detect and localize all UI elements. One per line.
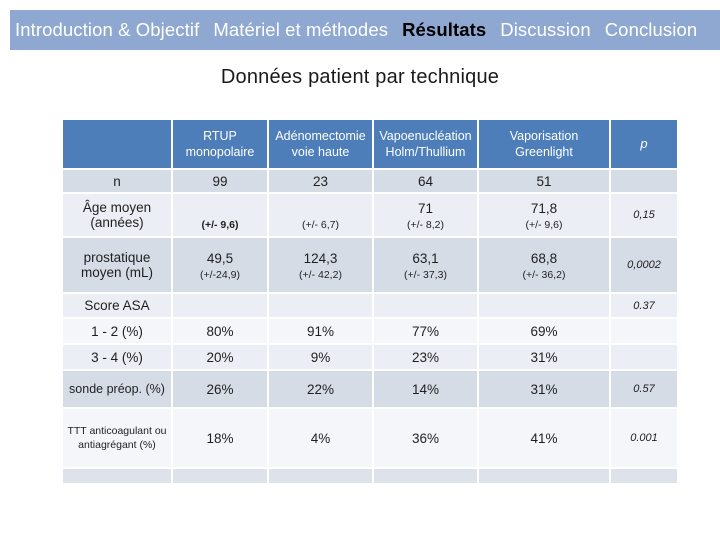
cell-value: 69%	[479, 319, 609, 343]
row-label: sonde préop. (%)	[63, 371, 171, 407]
slide-title: Données patient par technique	[220, 66, 500, 88]
row-label: 3 - 4 (%)	[63, 345, 171, 369]
cell-value: 23%	[374, 345, 477, 369]
table-row-volume-prostatique: prostatique moyen (mL) 49,5 (+/-24,9) 12…	[63, 238, 677, 292]
cell-value: 9%	[269, 345, 372, 369]
cell-value: 49,5 (+/-24,9)	[173, 238, 267, 292]
table-row-n: n 99 23 64 51	[63, 170, 677, 192]
table-row-ttt-anticoagulant: TTT anticoagulant ou antiagrégant (%) 18…	[63, 409, 677, 467]
row-label: 1 - 2 (%)	[63, 319, 171, 343]
row-label: Score ASA	[63, 294, 171, 317]
empty-cell	[374, 469, 477, 483]
cell-value: 23	[269, 170, 372, 192]
header-p-value: p	[611, 120, 677, 168]
cell-sd: (+/- 9,6)	[525, 218, 563, 231]
header-empty	[63, 120, 171, 168]
cell-mean: 124,3	[303, 250, 338, 266]
cell-p-value: 0.57	[611, 371, 677, 407]
cell-value: 36%	[374, 409, 477, 467]
header-rtup-monopolaire: RTUP monopolaire	[173, 120, 267, 168]
cell-value: 41%	[479, 409, 609, 467]
header-vaporisation-greenlight: Vaporisation Greenlight	[479, 120, 609, 168]
table-empty-row	[63, 469, 677, 483]
cell-sd: (+/- 37,3)	[404, 268, 447, 281]
nav-item-discussion[interactable]: Discussion	[500, 19, 591, 40]
cell-value: 71,8 (+/- 9,6)	[479, 194, 609, 236]
cell-sd: (+/- 9,6)	[201, 218, 239, 231]
row-label: n	[63, 170, 171, 192]
cell-value: 99	[173, 170, 267, 192]
cell-value: 68,8 (+/- 36,2)	[479, 238, 609, 292]
cell-sd: (+/- 36,2)	[522, 268, 566, 281]
empty-cell	[173, 469, 267, 483]
table-row-score-asa: Score ASA 0.37	[63, 294, 677, 317]
header-adenomectomie: Adénomectomie voie haute	[269, 120, 372, 168]
row-label: TTT anticoagulant ou antiagrégant (%)	[63, 409, 171, 467]
cell-p-value	[611, 170, 677, 192]
cell-p-value	[611, 319, 677, 343]
cell-value: 63,1 (+/- 37,3)	[374, 238, 477, 292]
table-row-asa-3-4: 3 - 4 (%) 20% 9% 23% 31%	[63, 345, 677, 369]
empty-cell	[269, 469, 372, 483]
cell-value: 18%	[173, 409, 267, 467]
table-row-asa-1-2: 1 - 2 (%) 80% 91% 77% 69%	[63, 319, 677, 343]
cell-mean: 68,8	[530, 250, 558, 266]
cell-mean: 63,1	[412, 250, 439, 266]
row-label: Âge moyen (années)	[63, 194, 171, 236]
cell-p-value: 0.37	[611, 294, 677, 317]
cell-sd: (+/- 8,2)	[406, 218, 445, 231]
cell-value	[374, 294, 477, 317]
cell-value: 51	[479, 170, 609, 192]
cell-mean: 71,8	[530, 200, 558, 216]
cell-value: 77%	[374, 319, 477, 343]
cell-value: 91%	[269, 319, 372, 343]
cell-value	[173, 294, 267, 317]
empty-cell	[63, 469, 171, 483]
cell-value: 31%	[479, 371, 609, 407]
cell-value: 31%	[479, 345, 609, 369]
header-vapoenucleation: Vapoenucléation Holm/Thullium	[374, 120, 477, 168]
cell-mean	[175, 199, 265, 218]
cell-sd: (+/-24,9)	[200, 268, 240, 281]
cell-value: (+/- 9,6)	[173, 194, 267, 236]
cell-p-value: 0,15	[611, 194, 677, 236]
cell-value: 64	[374, 170, 477, 192]
cell-value: (+/- 6,7)	[269, 194, 372, 236]
cell-value: 14%	[374, 371, 477, 407]
cell-p-value: 0,0002	[611, 238, 677, 292]
cell-value: 26%	[173, 371, 267, 407]
cell-p-value: 0.001	[611, 409, 677, 467]
table-row-sonde-preop: sonde préop. (%) 26% 22% 14% 31% 0.57	[63, 371, 677, 407]
nav-item-conclusion[interactable]: Conclusion	[604, 19, 698, 40]
cell-value: 124,3 (+/- 42,2)	[269, 238, 372, 292]
nav-item-introduction-objectif[interactable]: Introduction & Objectif	[15, 19, 200, 40]
table-header-row: RTUP monopolaire Adénomectomie voie haut…	[63, 120, 677, 168]
table-row-age-moyen: Âge moyen (années) (+/- 9,6) (+/- 6,7) 7…	[63, 194, 677, 236]
patient-data-table: RTUP monopolaire Adénomectomie voie haut…	[61, 118, 679, 485]
nav-item-resultats[interactable]: Résultats	[402, 19, 487, 40]
cell-mean: 49,5	[206, 250, 234, 266]
empty-cell	[479, 469, 609, 483]
nav-bar: Introduction & Objectif Matériel et méth…	[10, 10, 720, 50]
cell-value: 71 (+/- 8,2)	[374, 194, 477, 236]
row-label: prostatique moyen (mL)	[63, 238, 171, 292]
empty-cell	[611, 469, 677, 483]
cell-value: 4%	[269, 409, 372, 467]
cell-value: 80%	[173, 319, 267, 343]
cell-sd: (+/- 42,2)	[299, 268, 342, 281]
nav-item-materiel-methodes[interactable]: Matériel et méthodes	[213, 19, 389, 40]
cell-mean: 71	[417, 200, 434, 216]
cell-mean	[271, 199, 370, 218]
cell-sd: (+/- 6,7)	[301, 218, 340, 231]
cell-value: 22%	[269, 371, 372, 407]
cell-value	[269, 294, 372, 317]
cell-value	[479, 294, 609, 317]
cell-value: 20%	[173, 345, 267, 369]
cell-p-value	[611, 345, 677, 369]
